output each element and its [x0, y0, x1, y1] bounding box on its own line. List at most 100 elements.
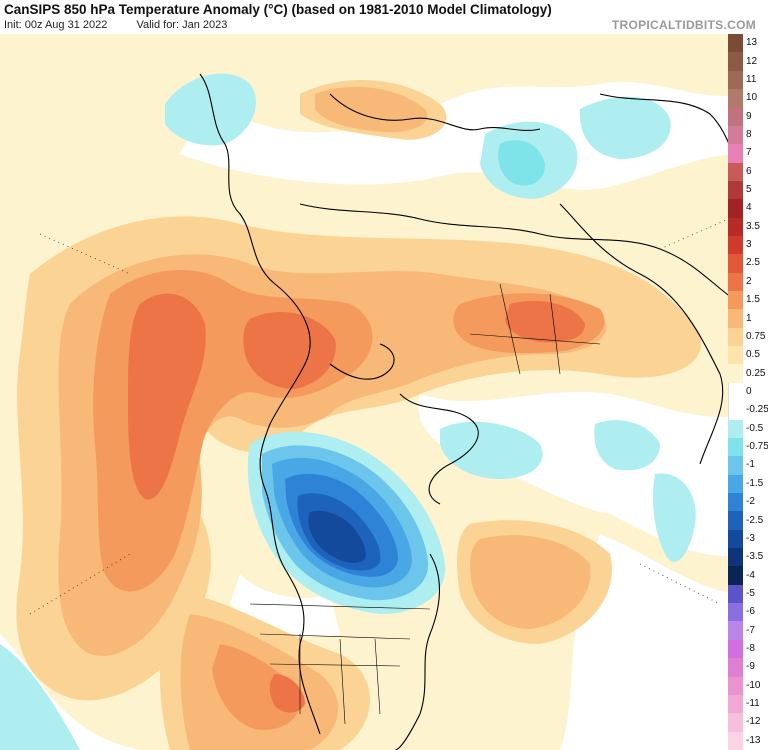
political-borders — [249, 283, 601, 725]
map-header: CanSIPS 850 hPa Temperature Anomaly (°C)… — [0, 0, 768, 34]
colorbar-label: 10 — [746, 92, 758, 104]
colorbar-swatch — [728, 254, 743, 274]
colorbar-swatch — [728, 492, 743, 512]
anomaly-warm-2-bering — [243, 311, 336, 389]
anomaly-cool-northeast-atlantic — [594, 420, 660, 471]
colorbar-label: -1 — [746, 459, 755, 471]
colorbar-label: -6 — [746, 606, 755, 618]
colorbar-swatch — [728, 346, 743, 365]
colorbar-label: -0.25 — [746, 404, 768, 416]
colorbar-label: -8 — [746, 643, 755, 655]
colorbar-swatch — [728, 327, 743, 347]
colorbar-swatch — [728, 70, 743, 90]
colorbar-swatch — [728, 107, 743, 127]
colorbar-label: 1 — [746, 312, 752, 324]
valid-time: Valid for: Jan 2023 — [136, 19, 228, 31]
colorbar-swatch — [728, 437, 743, 457]
colorbar-label: 3.5 — [746, 220, 760, 232]
colorbar-swatch — [728, 364, 743, 384]
colorbar-label: 3 — [746, 239, 752, 251]
colorbar-label: -0.5 — [746, 422, 764, 434]
colorbar-swatch — [728, 144, 743, 163]
colorbar-label: -9 — [746, 661, 755, 673]
map-subtitle: Init: 00z Aug 31 2022 Valid for: Jan 202… — [4, 19, 227, 31]
anomaly-cool-east-atlantic — [653, 473, 696, 563]
colorbar-swatch — [728, 639, 743, 659]
anomaly-cool-0-75-scandinavia — [498, 140, 545, 186]
anomaly-warm-2-asia — [505, 300, 585, 343]
colorbar-swatch — [728, 676, 743, 696]
colorbar-label: -2 — [746, 496, 755, 508]
colorbar-swatch — [728, 309, 743, 329]
init-time: Init: 00z Aug 31 2022 — [4, 19, 108, 31]
colorbar-label: 13 — [746, 37, 758, 49]
anomaly-warm-2-pacific-west — [128, 293, 206, 500]
colorbar-label: 2 — [746, 275, 752, 287]
colorbar-swatch — [728, 474, 743, 494]
anomaly-cool-greenland — [579, 96, 671, 159]
colorbar-swatch — [728, 694, 743, 714]
anomaly-cool-chukotka — [165, 73, 256, 146]
colorbar-swatch — [728, 89, 743, 108]
colorbar-label: 8 — [746, 128, 752, 140]
colorbar-swatch — [728, 401, 744, 421]
colorbar-label: -3.5 — [746, 551, 764, 563]
colorbar-label: 11 — [746, 73, 757, 85]
colorbar-label: 0 — [746, 386, 752, 397]
colorbar-swatch — [728, 713, 743, 733]
colorbar-swatch — [728, 272, 743, 292]
anomaly-map — [0, 34, 743, 750]
colorbar-label: -10 — [746, 679, 761, 691]
colorbar-label: -7 — [746, 624, 755, 636]
colorbar-swatch — [728, 162, 743, 182]
anomaly-cold-3 — [308, 510, 366, 563]
colorbar-label: -2.5 — [746, 514, 764, 526]
colorbar-label: -13 — [746, 734, 761, 746]
colorbar-swatch — [728, 291, 743, 310]
colorbar-label: 12 — [746, 55, 758, 67]
colorbar-swatch — [728, 52, 743, 72]
colorbar-swatch — [728, 731, 743, 750]
colorbar-label: 1.5 — [746, 294, 760, 306]
colorbar-swatch — [728, 382, 744, 402]
colorbar-swatch — [728, 621, 743, 641]
map-title: CanSIPS 850 hPa Temperature Anomaly (°C)… — [4, 2, 552, 17]
colorbar-swatch — [728, 235, 743, 255]
colorbar-swatch — [728, 511, 743, 531]
colorbar-swatch — [728, 584, 743, 604]
colorbar-label: 2.5 — [746, 257, 760, 269]
colorbar-label: 6 — [746, 165, 752, 177]
anomaly-map-canvas — [0, 34, 743, 750]
colorbar-swatch — [728, 658, 743, 678]
anomaly-warm-1-arctic — [315, 86, 428, 133]
anomaly-cool-southwest-pacific — [0, 644, 80, 750]
colorbar-swatch — [728, 603, 743, 622]
anomaly-warm-2-southwest-us — [269, 674, 305, 713]
colorbar-label: -0.75 — [746, 441, 768, 453]
colorbar-swatch — [728, 34, 743, 53]
colorbar-label: -12 — [746, 716, 761, 728]
coastlines — [199, 73, 743, 750]
colorbar-swatch — [728, 217, 743, 237]
anomaly-cool-north-atlantic — [440, 421, 543, 479]
colorbar-swatch — [728, 529, 743, 549]
colorbar-label: -4 — [746, 569, 755, 581]
colorbar-label: 0.5 — [746, 349, 760, 361]
colorbar-swatch — [728, 125, 743, 145]
colorbar-label: -5 — [746, 587, 755, 599]
colorbar-swatch — [728, 180, 743, 200]
colorbar-label: 7 — [746, 147, 752, 159]
colorbar-swatch — [728, 548, 743, 567]
colorbar-label: 0.75 — [746, 330, 766, 342]
colorbar-label: -3 — [746, 532, 755, 544]
colorbar-label: 9 — [746, 110, 752, 122]
colorbar-swatch — [728, 199, 743, 219]
colorbar-label: 0.25 — [746, 367, 766, 379]
colorbar-legend: 13 12 11 10 9 8 7 6 5 4 3.5 3 2.5 2 1.5 1 0.75 0.5 0.25 0 -0… — [728, 34, 768, 750]
colorbar-label: -11 — [746, 698, 760, 710]
anomaly-warm-1-atlantic — [470, 535, 591, 629]
colorbar-label: 4 — [746, 202, 752, 214]
colorbar-label: 5 — [746, 184, 752, 196]
colorbar-label: -1.5 — [746, 477, 764, 489]
brand-watermark: TROPICALTIDBITS.COM — [611, 18, 756, 32]
